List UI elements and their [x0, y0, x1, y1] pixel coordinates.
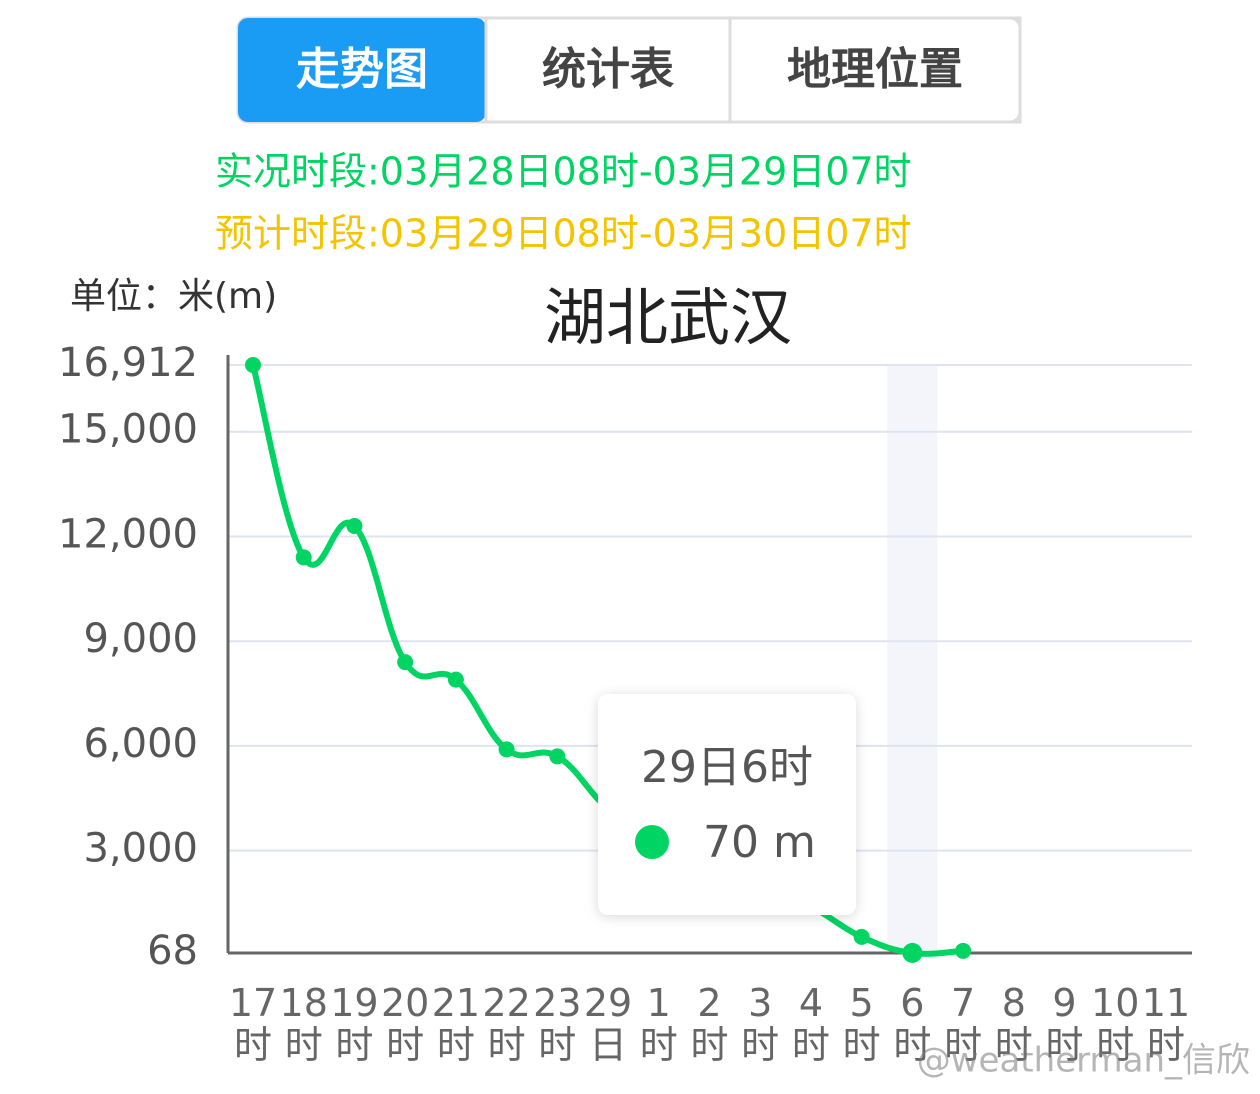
y-tick-label: 9,000 [83, 616, 198, 662]
x-tick-text: 6时 [893, 982, 932, 1067]
y-tick-label: 3,000 [83, 826, 198, 872]
x-tick-text: 23时 [533, 982, 582, 1067]
y-tick-label: 6,000 [83, 721, 198, 767]
tooltip-title: 29日6时 [641, 742, 813, 793]
x-tick-label: 6时 [893, 982, 932, 1067]
data-point [447, 671, 464, 688]
x-tick-label: 18时 [279, 982, 328, 1067]
x-tick-label: 5时 [842, 982, 881, 1067]
x-tick-text: 29日 [583, 982, 633, 1067]
y-tick-label: 12,000 [58, 511, 198, 557]
x-tick-text: 1时 [639, 982, 678, 1067]
x-tick-label: 1时 [639, 982, 678, 1067]
tab-label: 地理位置 [787, 44, 963, 95]
x-tick-text: 17时 [228, 982, 278, 1067]
legend-label: 实况时段:03月28日08时-03月29日07时 [215, 150, 912, 194]
data-point [397, 654, 414, 671]
x-tick-label: 11时 [1141, 982, 1191, 1067]
x-tick-text: 9时 [1045, 982, 1084, 1067]
x-tick-label: 7时 [944, 982, 983, 1067]
tab[interactable]: 走势图 [238, 18, 486, 122]
y-tick-label: 68 [147, 928, 198, 974]
chart-title: 湖北武汉 [544, 281, 792, 354]
x-tick-text: 20时 [380, 982, 430, 1067]
x-tick-text: 2时 [690, 982, 729, 1067]
x-tick-text: 21时 [431, 982, 481, 1067]
tooltip-dot [635, 825, 669, 859]
x-tick-label: 19时 [330, 982, 379, 1067]
data-point [295, 549, 312, 566]
x-tick-label: 4时 [791, 982, 830, 1067]
data-point [902, 942, 923, 963]
x-tick-label: 21时 [431, 982, 481, 1067]
tab-label: 统计表 [542, 44, 674, 95]
x-tick-text: 18时 [279, 982, 328, 1067]
x-tick-text: 22时 [482, 982, 531, 1067]
x-tick-label: 9时 [1045, 982, 1084, 1067]
data-point [245, 357, 261, 373]
tab[interactable]: 地理位置 [728, 16, 1022, 124]
tooltip-box [598, 694, 856, 915]
data-point [853, 928, 870, 945]
data-point [549, 748, 566, 765]
tab-bg [728, 16, 1022, 124]
tab[interactable]: 统计表 [484, 16, 732, 124]
y-tick-label: 15,000 [58, 407, 198, 453]
x-tick-label: 10时 [1091, 982, 1140, 1067]
legend-label: 预计时段:03月29日08时-03月30日07时 [215, 212, 912, 256]
data-point [955, 942, 972, 959]
x-tick-text: 3时 [741, 982, 780, 1067]
tab-label: 走势图 [296, 44, 428, 95]
highlight-band [887, 365, 938, 953]
x-tick-label: 29日 [583, 982, 633, 1067]
x-tick-text: 8时 [994, 982, 1033, 1067]
x-tick-text: 11时 [1141, 982, 1191, 1067]
x-tick-label: 8时 [994, 982, 1033, 1067]
x-tick-text: 10时 [1091, 982, 1140, 1067]
x-tick-label: 2时 [690, 982, 729, 1067]
x-tick-label: 17时 [228, 982, 278, 1067]
unit-label: 单位：米(m) [70, 276, 277, 317]
x-tick-label: 3时 [741, 982, 780, 1067]
y-tick-label: 16,912 [58, 340, 198, 386]
data-point [498, 741, 515, 758]
x-tick-label: 22时 [482, 982, 531, 1067]
tab-bg [238, 18, 486, 122]
x-tick-label: 20时 [380, 982, 430, 1067]
x-tick-text: 5时 [842, 982, 881, 1067]
x-tick-text: 19时 [330, 982, 379, 1067]
tooltip-text: 70 m [703, 817, 816, 868]
x-tick-label: 23时 [533, 982, 582, 1067]
x-tick-text: 4时 [791, 982, 830, 1067]
watermark: @weatherman_信欣 [917, 1041, 1250, 1081]
data-point [346, 517, 363, 534]
x-tick-text: 7时 [944, 982, 983, 1067]
